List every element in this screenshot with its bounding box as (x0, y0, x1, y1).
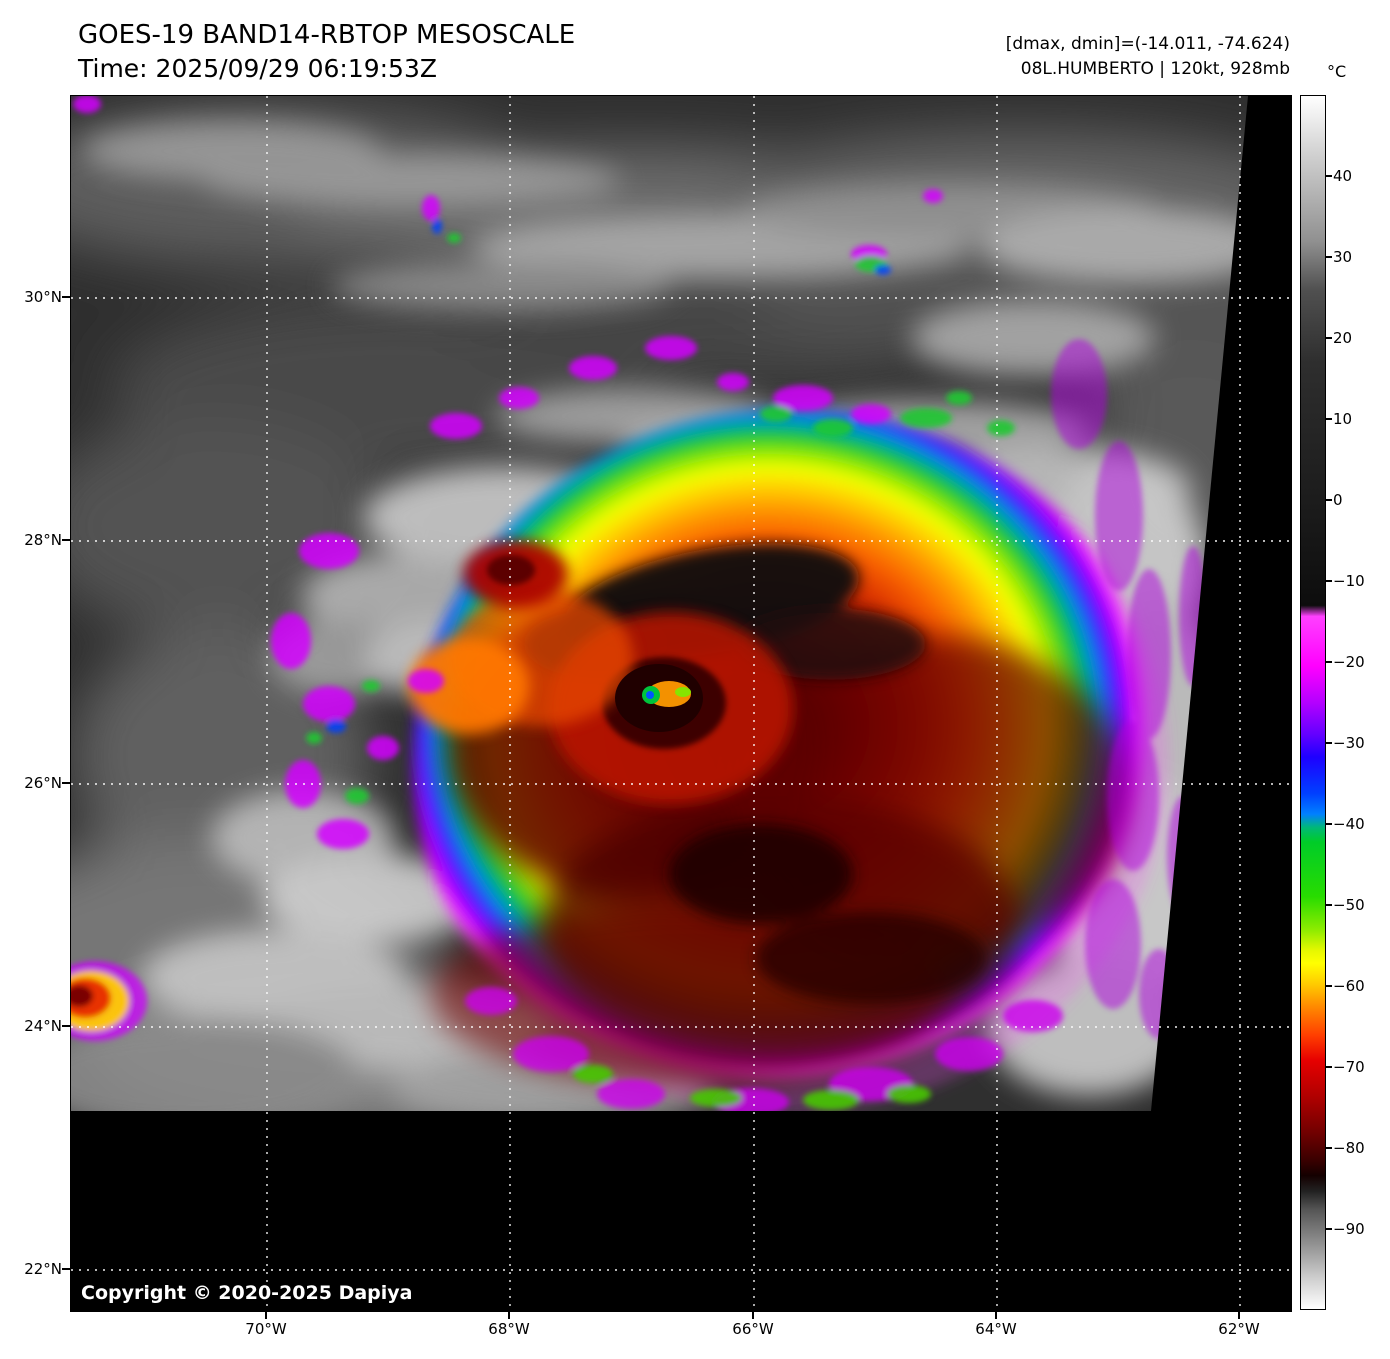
colorbar-tick-mark (1326, 823, 1332, 825)
satellite-image (71, 96, 1291, 1311)
colorbar-tick-mark (1326, 337, 1332, 339)
map-plot: Copyright © 2020-2025 Dapiya (70, 95, 1292, 1312)
colorbar-tick-label: 30 (1333, 248, 1353, 266)
lon-tick-label: 70°W (245, 1320, 287, 1338)
colorbar-tick-mark (1326, 1228, 1332, 1230)
gridlines (71, 96, 1291, 1311)
colorbar (1300, 95, 1326, 1310)
lat-tick-mark (62, 296, 70, 298)
product-time: Time: 2025/09/29 06:19:53Z (78, 54, 437, 83)
lat-tick-mark (62, 1268, 70, 1270)
lat-tick-label: 28°N (24, 531, 62, 549)
colorbar-tick-label: −50 (1333, 896, 1365, 914)
colorbar-tick-label: −30 (1333, 734, 1365, 752)
storm-status-readout: 08L.HUMBERTO | 120kt, 928mb (1020, 59, 1290, 79)
lon-tick-mark (265, 1312, 267, 1319)
dmax-dmin-readout: [dmax, dmin]=(-14.011, -74.624) (1005, 34, 1290, 54)
lat-tick-mark (62, 539, 70, 541)
colorbar-tick-label: −70 (1333, 1058, 1365, 1076)
lat-tick-mark (62, 782, 70, 784)
colorbar-tick-label: 20 (1333, 329, 1353, 347)
lat-tick-label: 24°N (24, 1017, 62, 1035)
lon-tick-label: 62°W (1218, 1320, 1260, 1338)
lon-tick-label: 66°W (732, 1320, 774, 1338)
colorbar-tick-label: −20 (1333, 653, 1365, 671)
lon-tick-mark (752, 1312, 754, 1319)
colorbar-tick-label: 10 (1333, 410, 1353, 428)
colorbar-tick-mark (1326, 985, 1332, 987)
colorbar-unit-label: °C (1327, 62, 1347, 81)
colorbar-tick-label: 40 (1333, 167, 1353, 185)
lon-tick-mark (508, 1312, 510, 1319)
scan-edge-mask (71, 96, 1291, 1311)
colorbar-tick-label: −10 (1333, 572, 1365, 590)
colorbar-tick-mark (1326, 742, 1332, 744)
lat-tick-label: 26°N (24, 774, 62, 792)
colorbar-tick-label: −40 (1333, 815, 1365, 833)
colorbar-tick-mark (1326, 499, 1332, 501)
hurricane-west-rainbands (409, 540, 633, 734)
lat-tick-label: 22°N (24, 1260, 62, 1278)
lat-tick-mark (62, 1025, 70, 1027)
colorbar-tick-mark (1326, 175, 1332, 177)
hurricane-cold-tops (524, 543, 986, 1004)
colorbar-tick-label: −80 (1333, 1139, 1365, 1157)
lon-tick-mark (1238, 1312, 1240, 1319)
colorbar-tick-mark (1326, 256, 1332, 258)
colorbar-tick-mark (1326, 418, 1332, 420)
colorbar-tick-mark (1326, 904, 1332, 906)
colorbar-tick-label: −90 (1333, 1220, 1365, 1238)
colorbar-tick-mark (1326, 1147, 1332, 1149)
left-edge-cell (71, 961, 147, 1041)
colorbar-tick-label: 0 (1333, 491, 1343, 509)
lon-tick-mark (995, 1312, 997, 1319)
colorbar-tick-mark (1326, 661, 1332, 663)
copyright-notice: Copyright © 2020-2025 Dapiya (81, 1282, 413, 1304)
colorbar-tick-mark (1326, 580, 1332, 582)
colorbar-tick-mark (1326, 1066, 1332, 1068)
lon-tick-label: 64°W (975, 1320, 1017, 1338)
lat-tick-label: 30°N (24, 288, 62, 306)
product-title: GOES-19 BAND14-RBTOP MESOSCALE (78, 20, 576, 50)
lon-tick-label: 68°W (488, 1320, 530, 1338)
colorbar-tick-label: −60 (1333, 977, 1365, 995)
hurricane-eye (615, 664, 703, 732)
